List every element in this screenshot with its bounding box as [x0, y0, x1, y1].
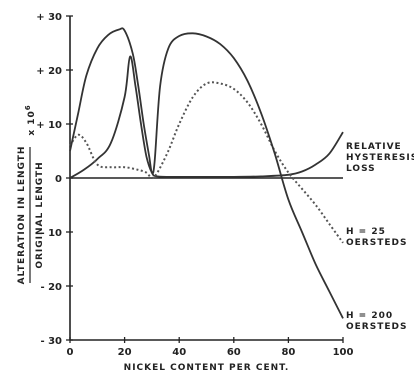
- axes: [69, 16, 343, 341]
- x-tick-label: 60: [227, 347, 241, 358]
- series-label-line: HYSTERESIS: [346, 153, 414, 163]
- y-tick-label: + 10: [36, 120, 62, 131]
- x-tick-label: 80: [281, 347, 295, 358]
- ticks: + 30 + 20 + 10 0 - 10 - 20 - 30 0 20 40 60 80 100: [36, 12, 353, 358]
- series-label-2: H = 25 OERSTEDS: [346, 227, 407, 248]
- y-axis-multiplier-exponent: 6: [24, 104, 32, 110]
- series-line-3: [69, 27, 344, 319]
- series-line-2: [69, 81, 344, 244]
- series-label-line: H = 25: [346, 227, 386, 237]
- series-label-1: RELATIVE HYSTERESIS LOSS: [346, 142, 414, 174]
- series-label-line: H = 200: [346, 311, 393, 321]
- y-tick-label: + 30: [36, 12, 62, 23]
- y-axis-label: ALTERATION IN LENGTH ORIGINAL LENGTH x 1…: [17, 104, 45, 284]
- series-line-1: [69, 55, 344, 179]
- y-axis-multiplier-text: x 10: [27, 110, 37, 135]
- y-axis-label-denominator: ORIGINAL LENGTH: [35, 161, 45, 268]
- y-tick-label: + 20: [36, 66, 62, 77]
- y-tick-label: - 20: [40, 282, 62, 293]
- y-tick-label: 0: [55, 174, 62, 185]
- y-tick-label: - 30: [40, 336, 62, 347]
- labels: NICKEL CONTENT PER CENT. ALTERATION IN L…: [17, 104, 290, 373]
- x-tick-label: 0: [67, 347, 74, 358]
- y-axis-label-multiplier: x 106: [24, 104, 37, 135]
- x-tick-label: 20: [118, 347, 132, 358]
- series-label-line: OERSTEDS: [346, 238, 407, 248]
- x-tick-label: 40: [172, 347, 186, 358]
- y-tick-label: - 10: [40, 228, 62, 239]
- x-tick-label: 100: [333, 347, 354, 358]
- series-label-line: OERSTEDS: [346, 322, 407, 332]
- series-label-3: H = 200 OERSTEDS: [346, 311, 407, 332]
- y-axis-label-numerator: ALTERATION IN LENGTH: [17, 146, 27, 285]
- x-axis-label: NICKEL CONTENT PER CENT.: [124, 363, 290, 373]
- series-label-line: RELATIVE: [346, 142, 402, 152]
- series-label-line: LOSS: [346, 164, 376, 174]
